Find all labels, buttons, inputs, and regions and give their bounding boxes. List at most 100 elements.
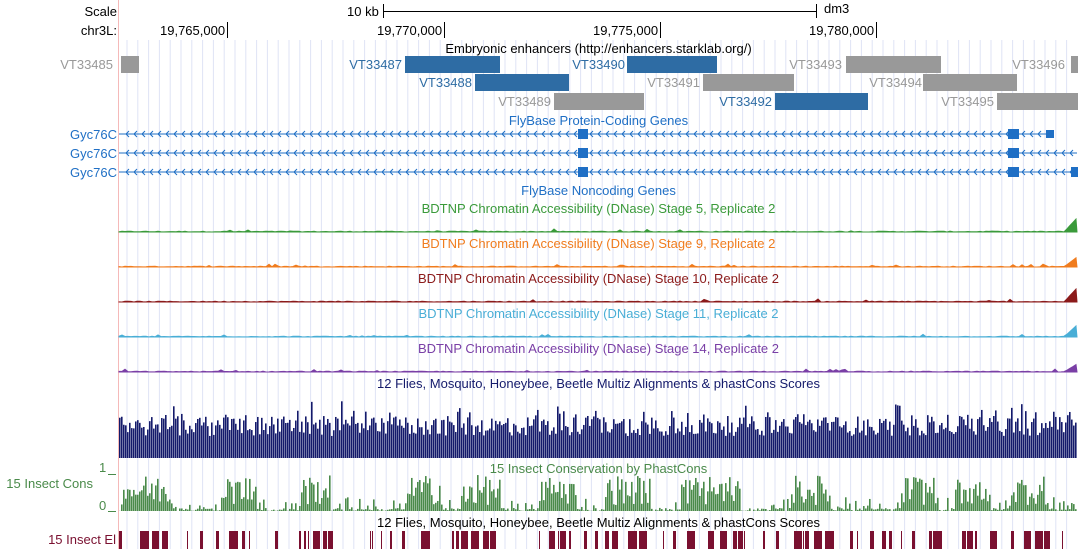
phastcons-bar xyxy=(295,503,297,511)
enhancer-label[interactable]: VT33485 xyxy=(60,57,113,72)
phastcons-bar xyxy=(815,504,817,511)
phastcons-bar xyxy=(739,488,741,511)
dnase-stage9-title[interactable]: BDTNP Chromatin Accessibility (DNase) St… xyxy=(421,236,776,251)
multiz-bar xyxy=(275,433,277,458)
multiz-bar xyxy=(669,426,671,458)
phastcons-bar xyxy=(677,509,679,511)
ruler-tick xyxy=(660,22,661,38)
enhancer-feature[interactable] xyxy=(121,56,139,73)
elements-track-title[interactable]: 12 Flies, Mosquito, Honeybee, Beetle Mul… xyxy=(377,515,820,530)
enhancer-label[interactable]: VT33490 xyxy=(572,57,625,72)
multiz-bar xyxy=(399,419,401,458)
enhancer-label[interactable]: VT33491 xyxy=(647,75,700,90)
multiz-bar xyxy=(869,426,871,458)
phastcons-bar xyxy=(1029,496,1031,511)
enhancer-label[interactable]: VT33494 xyxy=(869,75,922,90)
enhancer-feature[interactable] xyxy=(627,56,717,73)
multiz-bar xyxy=(1043,428,1045,458)
strand-arrow xyxy=(1021,149,1026,157)
enhancers-track-title[interactable]: Embryonic enhancers (http://enhancers.st… xyxy=(445,41,752,56)
gene-label[interactable]: Gyc76C xyxy=(70,146,117,161)
phastcons-bar xyxy=(735,486,737,511)
multiz-bar xyxy=(615,423,617,458)
strand-arrow xyxy=(381,130,386,138)
conserved-element xyxy=(229,531,238,549)
multiz-bar xyxy=(475,426,477,458)
phastcons-bar xyxy=(125,498,127,511)
multiz-bar xyxy=(317,428,319,458)
strand-arrow xyxy=(781,168,786,176)
enhancer-label[interactable]: VT33492 xyxy=(719,94,772,109)
enhancer-feature[interactable] xyxy=(923,74,1017,91)
dnase-stage5-title[interactable]: BDTNP Chromatin Accessibility (DNase) St… xyxy=(421,201,776,216)
strand-arrow xyxy=(893,130,898,138)
multiz-bar xyxy=(443,419,445,458)
phastcons-track-title[interactable]: 15 Insect Conservation by PhastCons xyxy=(489,461,708,476)
dnase-stage14-title[interactable]: BDTNP Chromatin Accessibility (DNase) St… xyxy=(417,341,780,356)
phastcons-bar xyxy=(897,502,899,511)
enhancer-feature[interactable] xyxy=(554,93,644,110)
enhancer-feature[interactable] xyxy=(1071,56,1078,73)
enhancer-feature[interactable] xyxy=(775,93,868,110)
strand-arrow xyxy=(893,168,898,176)
noncoding-track-title[interactable]: FlyBase Noncoding Genes xyxy=(521,183,676,198)
multiz-bar xyxy=(603,417,605,458)
phastcons-bar xyxy=(515,509,517,511)
enhancer-label[interactable]: VT33489 xyxy=(498,94,551,109)
multiz-bar xyxy=(765,416,767,458)
multiz-bar xyxy=(481,420,483,458)
strand-arrow xyxy=(901,149,906,157)
elements-left-label[interactable]: 15 Insect El xyxy=(48,532,116,547)
enhancer-label[interactable]: VT33493 xyxy=(789,57,842,72)
strand-arrow xyxy=(637,149,642,157)
strand-arrow xyxy=(525,130,530,138)
strand-arrow xyxy=(909,130,914,138)
multiz-bar xyxy=(339,430,341,458)
phastcons-left-label[interactable]: 15 Insect Cons xyxy=(6,476,93,491)
enhancer-feature[interactable] xyxy=(405,56,500,73)
multiz-track-title[interactable]: 12 Flies, Mosquito, Honeybee, Beetle Mul… xyxy=(377,376,820,391)
multiz-bar xyxy=(281,419,283,458)
phastcons-bar xyxy=(599,510,601,511)
multiz-bar xyxy=(811,423,813,458)
multiz-bar xyxy=(279,431,281,458)
multiz-bar xyxy=(771,432,773,458)
strand-arrow xyxy=(645,149,650,157)
strand-arrow xyxy=(973,130,978,138)
enhancer-label[interactable]: VT33495 xyxy=(941,94,994,109)
strand-arrow xyxy=(205,130,210,138)
enhancer-feature[interactable] xyxy=(703,74,794,91)
protein-coding-track-title[interactable]: FlyBase Protein-Coding Genes xyxy=(508,113,689,128)
strand-arrow xyxy=(877,149,882,157)
enhancer-label[interactable]: VT33488 xyxy=(419,75,472,90)
enhancer-feature[interactable] xyxy=(846,56,941,73)
phastcons-bar xyxy=(639,477,641,511)
multiz-bar xyxy=(321,434,323,458)
multiz-bar xyxy=(309,433,311,458)
phastcons-bar xyxy=(549,477,551,511)
strand-arrow xyxy=(165,168,170,176)
strand-arrow xyxy=(949,130,954,138)
multiz-bar xyxy=(181,413,183,458)
multiz-bar xyxy=(985,430,987,458)
dnase-stage10-title[interactable]: BDTNP Chromatin Accessibility (DNase) St… xyxy=(417,271,780,286)
enhancer-label[interactable]: VT33496 xyxy=(1012,57,1065,72)
enhancer-feature[interactable] xyxy=(475,74,569,91)
enhancer-label[interactable]: VT33487 xyxy=(349,57,402,72)
strand-arrow xyxy=(205,149,210,157)
gene-label[interactable]: Gyc76C xyxy=(70,127,117,142)
phastcons-bar xyxy=(285,502,287,511)
enhancer-feature[interactable] xyxy=(997,93,1078,110)
multiz-bar xyxy=(941,422,943,458)
phastcons-bar xyxy=(221,497,223,511)
dnase-stage11-title[interactable]: BDTNP Chromatin Accessibility (DNase) St… xyxy=(418,306,779,321)
multiz-bar xyxy=(459,408,461,458)
multiz-bar xyxy=(839,426,841,458)
gene-label[interactable]: Gyc76C xyxy=(70,165,117,180)
